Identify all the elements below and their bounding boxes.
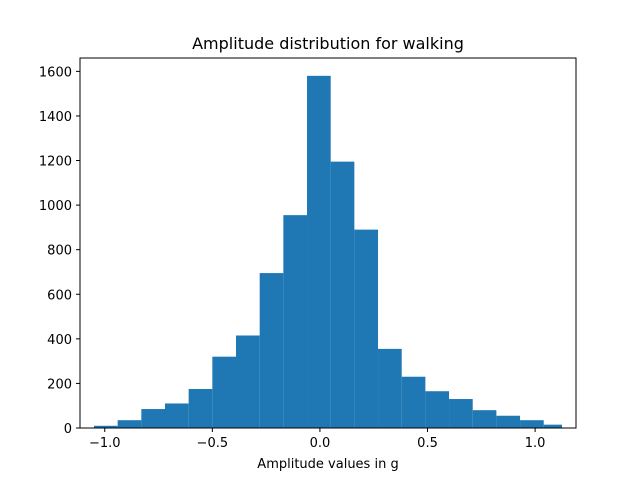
x-tick-label: −0.5 <box>197 436 229 451</box>
y-tick-label: 800 <box>47 244 72 259</box>
y-tick-label: 400 <box>47 333 72 348</box>
histogram-bar <box>354 229 379 428</box>
histogram-bar <box>307 75 331 428</box>
histogram-bar <box>472 410 497 428</box>
histogram-bar <box>188 388 213 428</box>
y-axis-ticks: 0 200 400 600 800 1000 1200 1400 1600 <box>39 65 80 437</box>
x-tick-label: −1.0 <box>89 436 121 451</box>
histogram-bar <box>425 391 450 428</box>
histogram-bar <box>93 425 118 428</box>
y-tick-label: 0 <box>64 422 72 437</box>
histogram-bar <box>330 161 355 428</box>
plot-frame <box>79 57 577 429</box>
y-tick-label: 600 <box>47 288 72 303</box>
histogram-bar <box>141 409 165 428</box>
chart-title: Amplitude distribution for walking <box>192 34 464 53</box>
bars-group <box>93 75 563 428</box>
histogram-bar <box>401 376 426 428</box>
histogram-bar <box>236 335 260 428</box>
histogram-bar <box>496 415 521 428</box>
x-tick-label: 0.5 <box>417 436 438 451</box>
histogram-bar <box>283 215 308 428</box>
y-tick-label: 1200 <box>39 155 72 170</box>
histogram-bar <box>259 273 284 428</box>
histogram-bar <box>164 403 189 428</box>
histogram-bar <box>449 399 473 428</box>
x-tick-label: 0.0 <box>310 436 331 451</box>
y-tick-label: 200 <box>47 377 72 392</box>
y-tick-label: 1600 <box>39 65 72 80</box>
y-tick-label: 1000 <box>39 199 72 214</box>
y-tick-label: 1400 <box>39 110 72 125</box>
histogram-bar <box>520 420 544 428</box>
x-axis-ticks: −1.0 −0.5 0.0 0.5 1.0 <box>89 428 546 451</box>
histogram-bar <box>212 356 237 428</box>
histogram-bar <box>378 348 402 428</box>
x-tick-label: 1.0 <box>525 436 546 451</box>
histogram-bar <box>543 424 563 428</box>
x-axis-label: Amplitude values in g <box>257 457 398 472</box>
histogram-bar <box>117 420 142 428</box>
